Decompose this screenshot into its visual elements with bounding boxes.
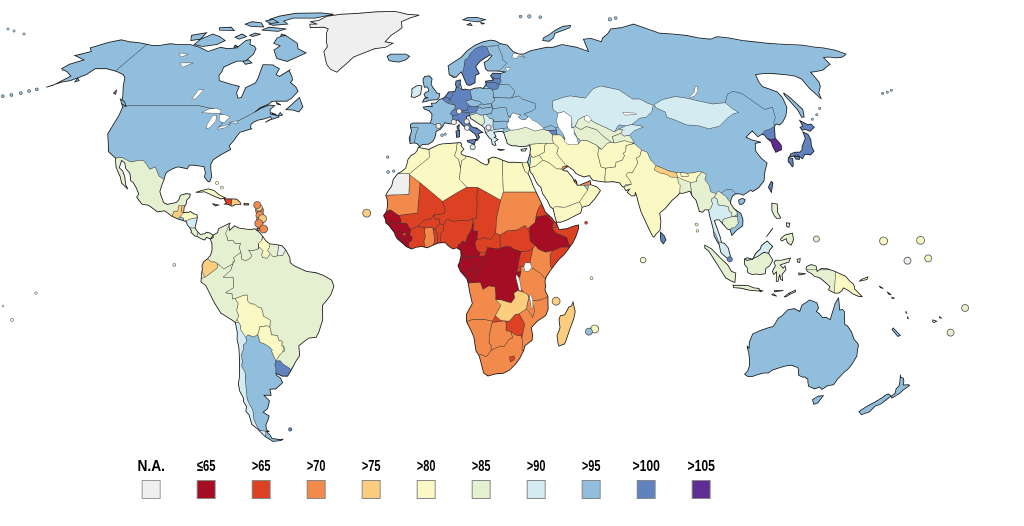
svg-text:>95: >95 bbox=[582, 458, 601, 475]
svg-text:>90: >90 bbox=[527, 458, 546, 475]
svg-text:>85: >85 bbox=[472, 458, 491, 475]
svg-text:>65: >65 bbox=[252, 458, 271, 475]
svg-text:≤65: ≤65 bbox=[197, 458, 216, 475]
svg-text:>80: >80 bbox=[417, 458, 436, 475]
svg-text:>75: >75 bbox=[362, 458, 381, 475]
svg-text:>100: >100 bbox=[632, 458, 660, 475]
svg-text:N.A.: N.A. bbox=[137, 458, 165, 475]
svg-text:>70: >70 bbox=[307, 458, 326, 475]
svg-text:>105: >105 bbox=[687, 458, 715, 475]
